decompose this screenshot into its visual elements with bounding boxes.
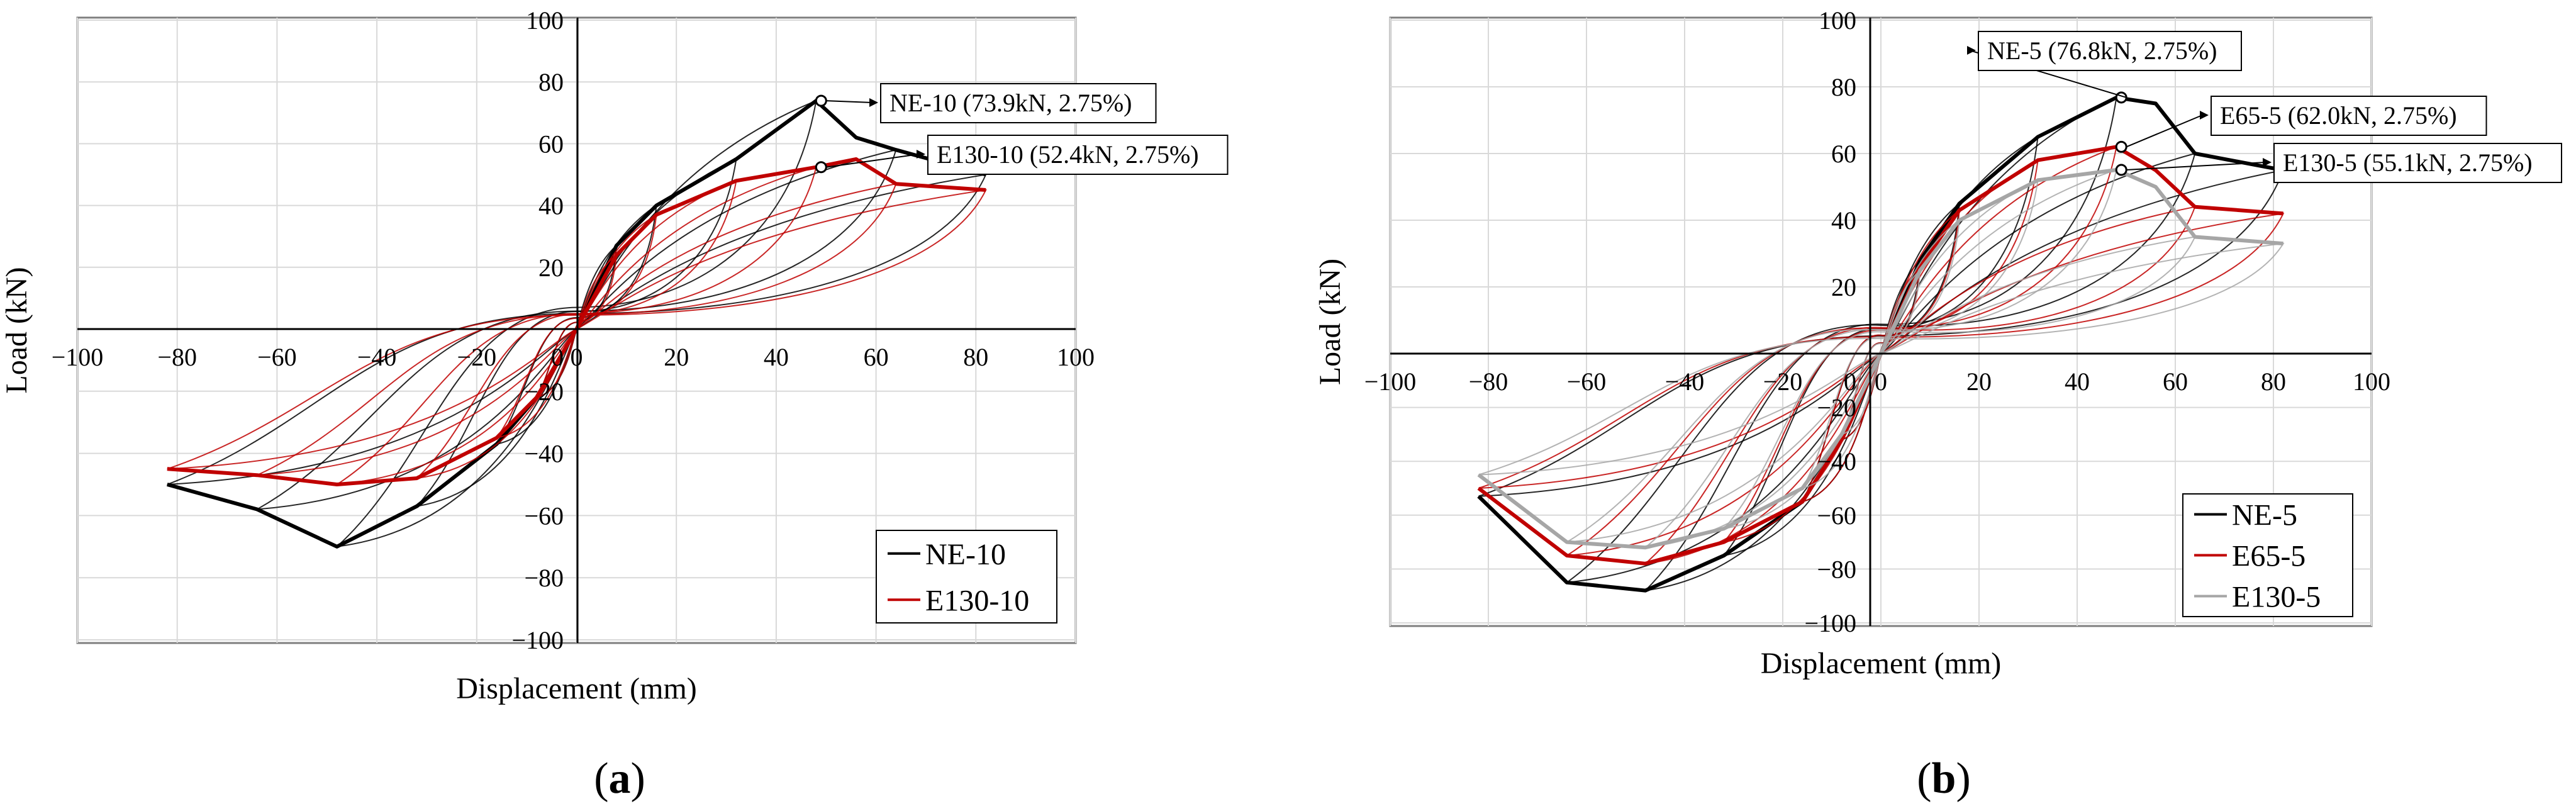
annotation-box <box>2273 143 2562 183</box>
x-tick-label: 40 <box>764 343 789 371</box>
y-tick-label: −40 <box>524 440 564 468</box>
x-axis-label: Displacement (mm) <box>1761 647 2002 680</box>
envelope-line <box>167 157 986 486</box>
y-tick-label: 80 <box>1831 73 1856 101</box>
panel-label: (a) <box>594 754 645 803</box>
annotation-arrowhead <box>917 150 925 159</box>
y-tick-label: −80 <box>524 564 564 592</box>
y-tick-label: 100 <box>1819 6 1856 35</box>
annotation-box <box>880 83 1157 123</box>
envelope-line <box>167 99 986 549</box>
x-tick-label: 60 <box>864 343 889 371</box>
chart-panel-a: −100 −80 −60 −40 −20 0 20 40 60 80 100−100−80−60−4… <box>0 6 1229 803</box>
legend-label: E130-5 <box>2232 581 2321 614</box>
y-tick-label: −100 <box>511 626 564 654</box>
panel-letter: a <box>609 754 631 803</box>
annotation-label: E130-5 (55.1kN, 2.75%) <box>2283 148 2533 177</box>
annotation-leader <box>826 154 920 168</box>
legend-label: NE-10 <box>925 538 1006 571</box>
y-tick-label: −20 <box>524 378 564 406</box>
y-axis-label: Load (kN) <box>0 267 33 393</box>
annotation-marker <box>815 94 827 107</box>
annotation-leader <box>2126 162 2266 171</box>
y-axis-label: Load (kN) <box>1313 259 1347 385</box>
panel-letter: b <box>1932 754 1956 803</box>
y-tick-label: 40 <box>1831 206 1856 235</box>
x-tick-label: −20 <box>1763 367 1803 396</box>
y-tick-label: −60 <box>1817 501 1856 530</box>
x-tick-label: 60 <box>2163 367 2188 396</box>
annotation-arrowhead <box>2200 111 2209 120</box>
y-tick-label: 0 <box>1844 367 1856 396</box>
x-tick-label: −60 <box>257 343 297 371</box>
x-tick-label: 0 <box>1875 367 1887 396</box>
annotation-marker <box>815 161 827 174</box>
x-tick-label: 100 <box>1057 343 1095 371</box>
y-tick-label: 0 <box>551 343 564 371</box>
series-NE-10 <box>167 99 987 549</box>
annotation-arrowhead <box>1967 46 1976 55</box>
y-tick-label: 20 <box>538 254 564 282</box>
x-tick-label: 20 <box>664 343 689 371</box>
annotation-leader <box>2126 115 2203 148</box>
x-tick-label: −40 <box>1665 367 1705 396</box>
y-tick-label: −20 <box>1817 394 1856 422</box>
x-tick-label: −100 <box>1364 367 1417 396</box>
x-tick-label: 0 <box>571 343 583 371</box>
legend-label: NE-5 <box>2232 499 2297 532</box>
x-tick-label: 20 <box>1966 367 1992 396</box>
y-tick-label: 60 <box>1831 140 1856 168</box>
x-tick-label: 40 <box>2065 367 2090 396</box>
panel-label: (b) <box>1917 754 1971 803</box>
envelope-line <box>1477 168 2283 550</box>
annotation-label: E65-5 (62.0kN, 2.75%) <box>2220 101 2457 130</box>
y-tick-label: −80 <box>1817 555 1856 583</box>
x-tick-label: 80 <box>2261 367 2286 396</box>
x-tick-label: −80 <box>157 343 197 371</box>
annotation-arrowhead <box>2263 158 2272 167</box>
legend-label: E130-10 <box>925 584 1029 617</box>
series-E130-10 <box>167 157 987 486</box>
annotation-marker <box>2115 164 2127 176</box>
legend-label: E65-5 <box>2232 540 2306 573</box>
y-tick-label: 60 <box>538 130 564 158</box>
x-axis-label: Displacement (mm) <box>456 672 697 705</box>
x-tick-label: −20 <box>457 343 497 371</box>
annotation-arrowhead <box>869 98 878 107</box>
annotation-label: NE-10 (73.9kN, 2.75%) <box>889 89 1132 117</box>
annotation-box <box>2211 96 2487 136</box>
y-tick-label: 40 <box>538 192 564 220</box>
x-tick-label: −60 <box>1567 367 1607 396</box>
chart-panel-b: −100 −80 −60 −40 −20 0 20 40 60 80 100−100−80−60−4… <box>1313 6 2562 803</box>
y-tick-label: 100 <box>526 6 564 35</box>
x-tick-label: 100 <box>2353 367 2390 396</box>
y-tick-label: −60 <box>524 501 564 530</box>
annotation-marker <box>2115 140 2127 153</box>
y-tick-label: 20 <box>1831 273 1856 301</box>
annotation-box <box>927 135 1229 175</box>
y-tick-label: 80 <box>538 68 564 96</box>
legend-box <box>876 530 1057 624</box>
x-tick-label: −80 <box>1469 367 1508 396</box>
annotation-leader <box>826 100 873 103</box>
y-tick-label: −40 <box>1817 447 1856 476</box>
annotation-label: NE-5 (76.8kN, 2.75%) <box>1987 36 2217 65</box>
x-tick-label: −100 <box>52 343 104 371</box>
y-tick-label: −100 <box>1804 609 1856 637</box>
annotation-box <box>1978 31 2242 71</box>
x-tick-label: 80 <box>963 343 988 371</box>
annotation-label: E130-10 (52.4kN, 2.75%) <box>937 140 1199 169</box>
x-tick-label: −40 <box>357 343 397 371</box>
